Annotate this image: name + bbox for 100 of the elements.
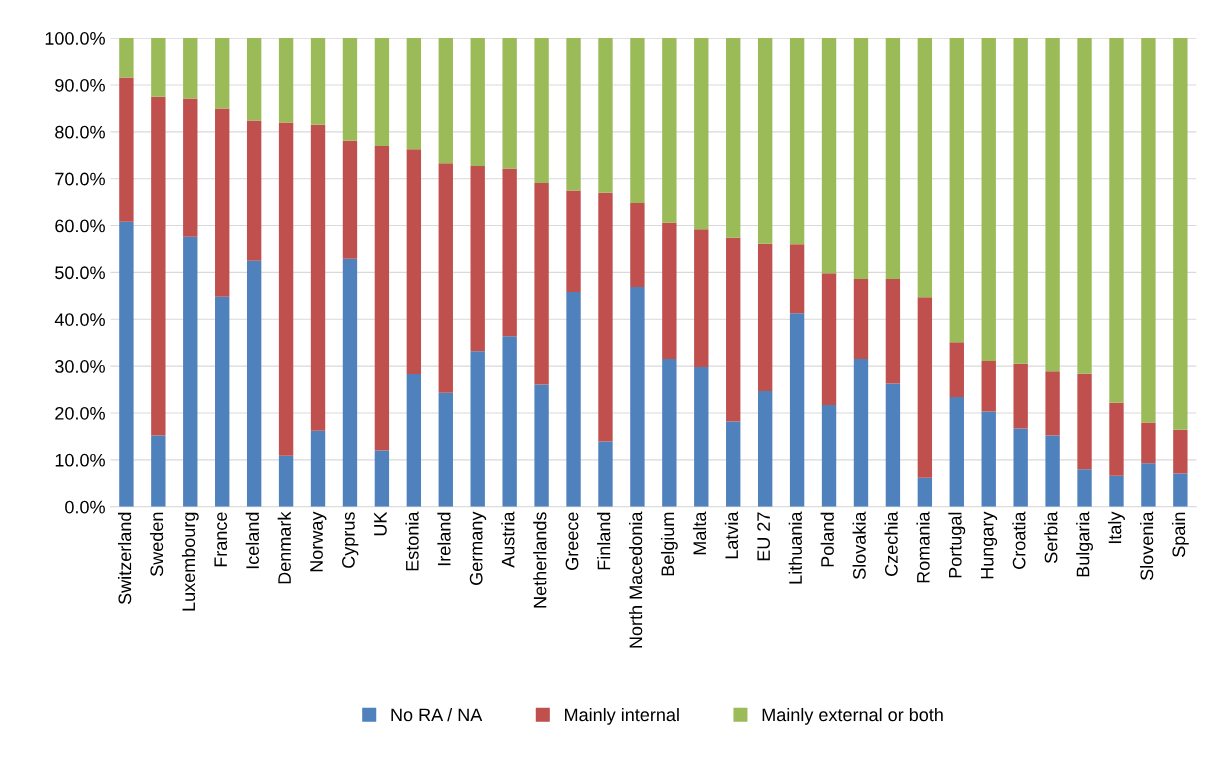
x-tick-label: Malta xyxy=(692,511,707,555)
bar xyxy=(438,163,453,393)
bar xyxy=(694,38,709,230)
bar xyxy=(981,360,996,412)
bar xyxy=(566,38,581,191)
bar xyxy=(215,38,230,109)
bar xyxy=(1173,473,1188,507)
bar xyxy=(662,38,677,223)
bar xyxy=(310,124,326,431)
bar xyxy=(949,38,964,343)
bar xyxy=(374,450,390,507)
bar xyxy=(502,336,517,507)
bar xyxy=(470,166,485,352)
y-tick-label: 90.0% xyxy=(55,78,105,92)
bar xyxy=(1077,373,1092,470)
x-tick-label: Latvia xyxy=(724,511,739,559)
bar xyxy=(151,435,166,507)
bar xyxy=(853,38,869,279)
bar xyxy=(598,38,613,193)
bar xyxy=(1173,429,1188,474)
bar xyxy=(246,120,262,261)
bar xyxy=(1109,38,1124,403)
legend-label: No RA / NA xyxy=(391,707,483,722)
x-tick-label: UK xyxy=(374,511,387,536)
x-tick-label: Switzerland xyxy=(117,512,132,605)
bar xyxy=(566,292,581,507)
bar xyxy=(821,405,837,507)
x-tick-label: Lithuania xyxy=(788,511,802,584)
x-tick-label: Bulgaria xyxy=(1076,511,1093,577)
bar xyxy=(981,38,996,361)
bar xyxy=(438,38,453,164)
x-tick-label: Slovakia xyxy=(852,511,866,580)
bar xyxy=(757,38,773,244)
x-tick-label: Portugal xyxy=(948,512,966,578)
bar xyxy=(406,149,422,375)
bar xyxy=(1077,38,1092,374)
x-tick-label: Luxembourg xyxy=(181,512,199,611)
x-tick-label: Finland xyxy=(597,512,611,570)
bar xyxy=(789,244,805,314)
x-tick-label: France xyxy=(214,512,228,567)
bar xyxy=(119,77,134,222)
bar xyxy=(1141,422,1156,464)
bar xyxy=(853,359,869,507)
bar xyxy=(1173,38,1188,430)
x-tick-label: Croatia xyxy=(1012,511,1026,569)
bar xyxy=(374,145,390,451)
bar xyxy=(662,359,677,507)
x-tick-label: Belgium xyxy=(660,512,678,576)
bar xyxy=(821,38,837,274)
x-tick-label: Netherlands xyxy=(533,512,547,608)
x-tick-label: Slovenia xyxy=(1140,511,1154,581)
bar xyxy=(566,190,581,293)
bar xyxy=(183,98,198,237)
bar xyxy=(1109,402,1124,476)
bar xyxy=(630,203,645,287)
bar xyxy=(470,351,485,507)
x-tick-label: Romania xyxy=(916,511,930,583)
y-tick-label: 10.0% xyxy=(55,453,105,467)
y-tick-label: 70.0% xyxy=(55,172,105,186)
y-tick-label: 40.0% xyxy=(54,313,105,326)
bar xyxy=(598,441,613,507)
bar xyxy=(534,182,549,385)
bar xyxy=(821,273,837,406)
bar xyxy=(1045,435,1060,507)
x-tick-label: Hungary xyxy=(980,511,998,579)
x-tick-label: Italy xyxy=(1108,511,1125,544)
bar xyxy=(470,38,485,167)
bar xyxy=(278,455,294,507)
bar xyxy=(215,296,230,507)
bar xyxy=(630,286,645,507)
x-tick-label: Estonia xyxy=(405,511,419,571)
bar xyxy=(342,258,358,507)
x-tick-label: Ireland xyxy=(437,512,451,566)
bar xyxy=(1013,428,1028,507)
y-tick-label: 50.0% xyxy=(55,266,105,280)
bar xyxy=(694,229,709,368)
bar xyxy=(310,430,326,507)
bar xyxy=(119,38,134,78)
bar xyxy=(694,367,709,507)
bar xyxy=(917,477,933,507)
bar xyxy=(502,168,517,337)
bar xyxy=(630,38,645,204)
bar xyxy=(374,38,390,146)
bar xyxy=(917,297,933,478)
bar xyxy=(1141,463,1156,507)
bar xyxy=(885,383,901,507)
legend-label: Mainly internal xyxy=(565,707,679,725)
bar xyxy=(502,38,517,169)
bar xyxy=(1109,475,1124,507)
bar xyxy=(406,374,422,507)
bar xyxy=(598,192,613,442)
y-tick-label: 0.0% xyxy=(65,500,105,514)
y-tick-label: 30.0% xyxy=(55,360,105,373)
bar xyxy=(310,38,326,125)
bar xyxy=(726,421,741,507)
x-tick-label: Denmark xyxy=(277,511,291,584)
x-tick-label: Cyprus xyxy=(342,512,359,568)
x-tick-label: Poland xyxy=(820,512,834,567)
x-tick-label: Greece xyxy=(565,512,579,570)
bar xyxy=(119,221,134,507)
